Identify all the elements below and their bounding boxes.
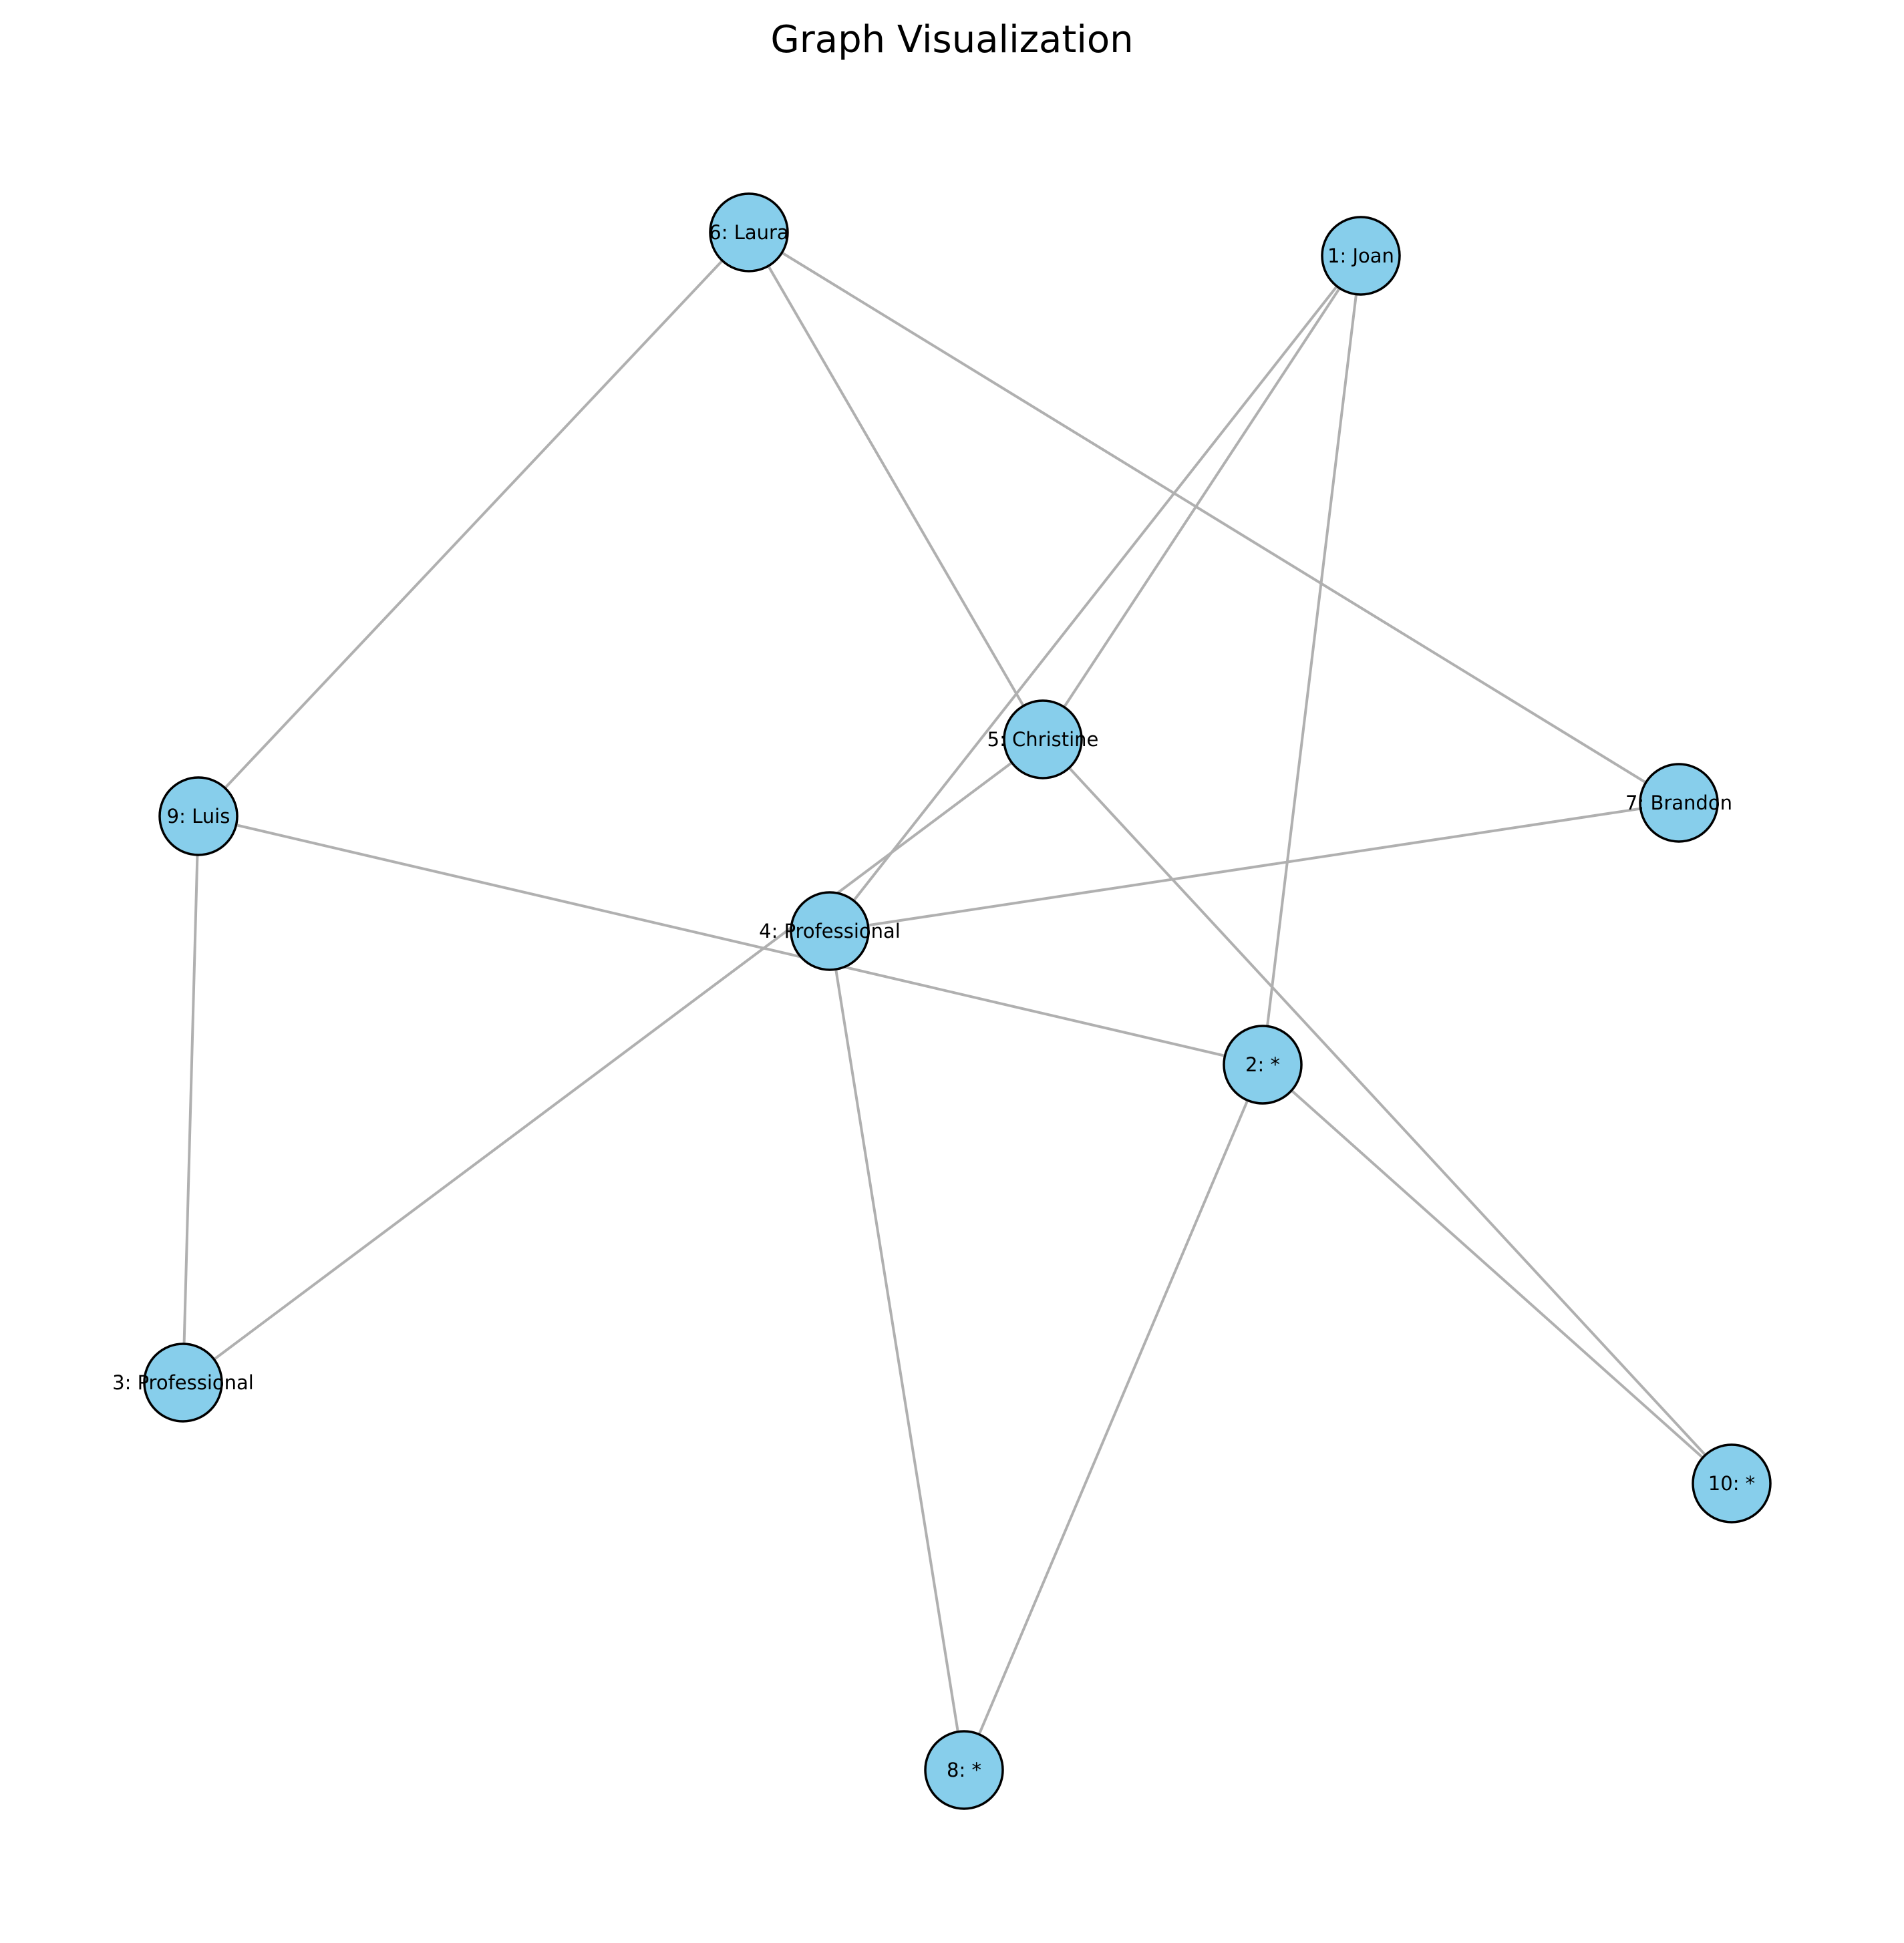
node-circle-4 bbox=[790, 891, 870, 971]
node-label-9: 9: Luis bbox=[167, 805, 230, 828]
edge-6-5 bbox=[748, 231, 1044, 741]
node-label-4: 4: Professional bbox=[759, 920, 901, 942]
edge-7-4 bbox=[829, 802, 1680, 932]
edge-6-7 bbox=[748, 231, 1680, 804]
node-circle-2 bbox=[1223, 1025, 1303, 1105]
edge-9-2 bbox=[198, 815, 1263, 1066]
node-label-1: 1: Joan bbox=[1327, 244, 1394, 267]
node-circle-10 bbox=[1692, 1443, 1772, 1524]
node-label-6: 6: Laura bbox=[709, 221, 788, 244]
edge-5-3 bbox=[182, 738, 1044, 1384]
node-9: 9: Luis bbox=[158, 776, 239, 856]
edge-4-8 bbox=[828, 930, 965, 1771]
edge-1-2 bbox=[1261, 255, 1362, 1065]
node-circle-8 bbox=[924, 1730, 1004, 1810]
node-7: 7: Brandon bbox=[1625, 763, 1732, 843]
edge-1-5 bbox=[1042, 254, 1362, 741]
edge-2-8 bbox=[963, 1064, 1264, 1771]
edges-layer bbox=[182, 231, 1733, 1771]
nodes-layer: 1: Joan 2: * 3: Professional 4: Professiona… bbox=[112, 192, 1772, 1810]
node-3: 3: Professional bbox=[112, 1343, 254, 1423]
edge-1-4 bbox=[828, 254, 1362, 932]
node-label-8: 8: * bbox=[947, 1759, 981, 1781]
node-8: 8: * bbox=[924, 1730, 1004, 1810]
node-circle-7 bbox=[1639, 763, 1719, 843]
node-6: 6: Laura bbox=[709, 192, 789, 273]
node-label-3: 3: Professional bbox=[112, 1371, 254, 1394]
edge-9-3 bbox=[182, 816, 200, 1383]
node-label-10: 10: * bbox=[1708, 1472, 1755, 1495]
edge-6-9 bbox=[197, 231, 750, 818]
node-1: 1: Joan bbox=[1321, 216, 1401, 296]
node-circle-1 bbox=[1321, 216, 1401, 296]
node-4: 4: Professional bbox=[759, 891, 901, 971]
node-label-5: 5: Christine bbox=[987, 728, 1099, 751]
node-5: 5: Christine bbox=[987, 699, 1099, 779]
node-2: 2: * bbox=[1223, 1025, 1303, 1105]
edge-5-10 bbox=[1042, 738, 1733, 1485]
node-circle-6 bbox=[709, 192, 789, 273]
node-label-7: 7: Brandon bbox=[1625, 791, 1732, 814]
node-10: 10: * bbox=[1692, 1443, 1772, 1524]
graph-title: Graph Visualization bbox=[770, 18, 1133, 61]
edge-2-10 bbox=[1261, 1063, 1733, 1485]
node-circle-9 bbox=[158, 776, 239, 856]
node-label-2: 2: * bbox=[1245, 1053, 1280, 1076]
node-circle-5 bbox=[1003, 699, 1083, 779]
node-circle-3 bbox=[143, 1343, 223, 1423]
